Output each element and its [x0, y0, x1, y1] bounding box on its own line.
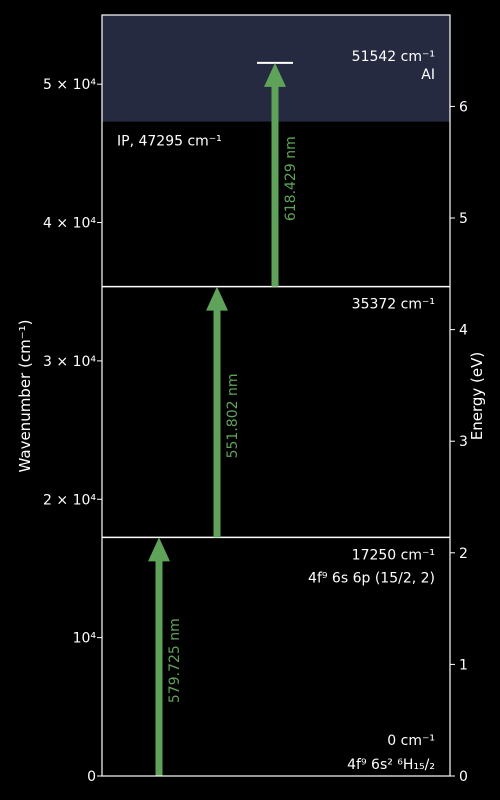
level-config-label: 4f⁹ 6s² ⁶H₁₅/₂ [347, 757, 435, 773]
transition-wavelength-label: 618.429 nm [283, 136, 299, 221]
transition-arrow-shaft [155, 560, 163, 776]
y-tick-label: 2 × 10⁴ [43, 492, 96, 508]
level-energy-label: 17250 cm⁻¹ [352, 547, 435, 563]
transition-arrow-shaft [213, 309, 221, 538]
transition-arrow-head [148, 537, 170, 562]
level-energy-label: 35372 cm⁻¹ [352, 297, 435, 313]
transition-arrow-head [264, 62, 286, 87]
ev-tick-label: 3 [459, 434, 468, 450]
transition-arrow-head [206, 286, 228, 311]
level-config-label: 4f⁹ 6s 6p (15/2, 2) [308, 570, 435, 586]
ev-tick-label: 2 [459, 546, 468, 562]
ev-tick-label: 6 [459, 99, 468, 115]
level-energy-label: 0 cm⁻¹ [387, 733, 435, 749]
level-energy-label: 51542 cm⁻¹ [352, 49, 435, 65]
transition-wavelength-label: 579.725 nm [167, 618, 183, 703]
transition-wavelength-label: 551.802 nm [225, 374, 241, 459]
transition-arrow-shaft [271, 85, 279, 287]
y-tick-label: 4 × 10⁴ [43, 216, 96, 232]
plot-frame [101, 14, 451, 777]
ev-tick-label: 1 [459, 657, 468, 673]
level-config-label: AI [421, 67, 435, 83]
y-tick-label: 10⁴ [73, 631, 97, 647]
y-axis-title: Wavenumber (cm⁻¹) [16, 320, 34, 473]
ev-tick-label: 0 [459, 769, 468, 785]
y-tick-label: 0 [87, 769, 96, 785]
y-tick-label: 3 × 10⁴ [43, 354, 96, 370]
y-axis-right-title: Energy (eV) [468, 352, 486, 440]
ev-tick-label: 5 [459, 211, 468, 227]
ionization-label: IP, 47295 cm⁻¹ [117, 134, 222, 150]
y-tick-label: 5 × 10⁴ [43, 77, 96, 93]
ev-tick-label: 4 [459, 323, 468, 339]
